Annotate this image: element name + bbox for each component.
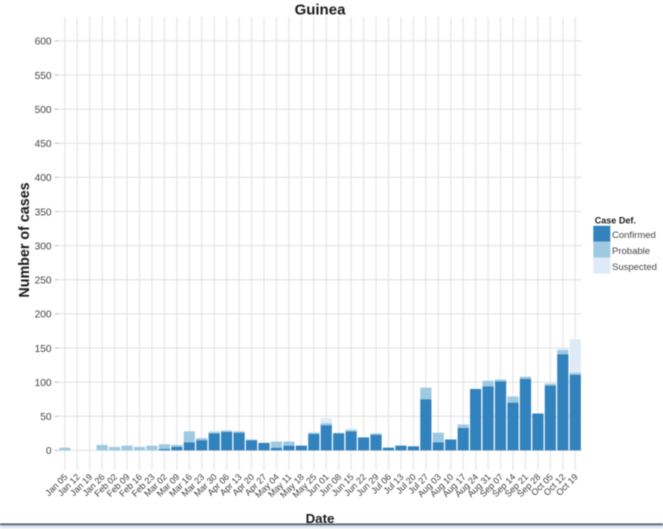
svg-text:300: 300 xyxy=(35,241,52,252)
svg-text:200: 200 xyxy=(35,310,52,321)
svg-text:Case Def.: Case Def. xyxy=(595,216,636,226)
svg-text:600: 600 xyxy=(35,37,52,48)
svg-text:450: 450 xyxy=(35,139,52,150)
svg-text:Guinea: Guinea xyxy=(295,1,347,18)
svg-text:150: 150 xyxy=(35,344,52,355)
svg-text:Number of cases: Number of cases xyxy=(17,182,33,297)
svg-text:550: 550 xyxy=(35,71,52,82)
svg-text:Suspected: Suspected xyxy=(612,262,657,273)
svg-text:Probable: Probable xyxy=(612,246,650,257)
svg-text:100: 100 xyxy=(35,378,52,389)
svg-text:250: 250 xyxy=(35,276,52,287)
svg-text:0: 0 xyxy=(46,446,52,457)
svg-text:500: 500 xyxy=(35,105,52,116)
svg-text:400: 400 xyxy=(35,173,52,184)
svg-text:350: 350 xyxy=(35,207,52,218)
svg-text:Date: Date xyxy=(306,511,335,526)
svg-text:Confirmed: Confirmed xyxy=(612,230,656,241)
svg-text:50: 50 xyxy=(40,412,52,423)
